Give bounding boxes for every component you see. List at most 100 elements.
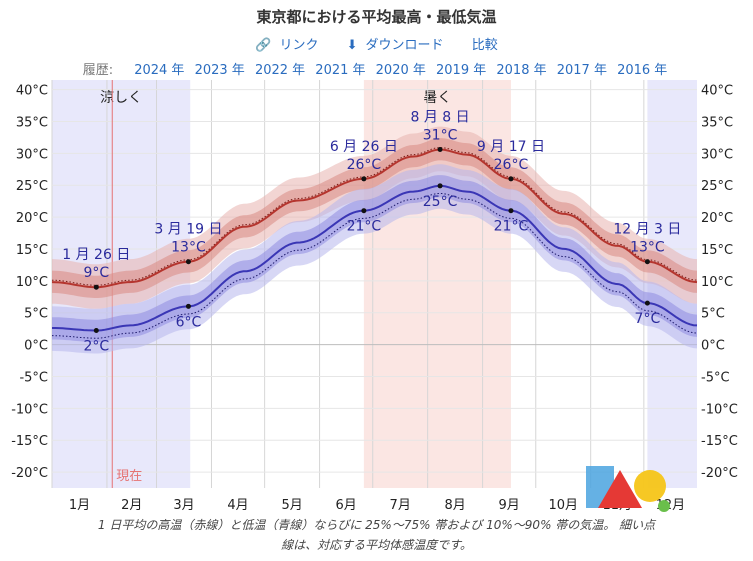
history-year-2018[interactable]: 2018 年 <box>496 63 547 78</box>
link-icon: 🔗 <box>255 38 272 53</box>
y-tick-label-right: 30°C <box>701 147 733 162</box>
y-tick-label-left: 0°C <box>24 339 48 354</box>
history-year-2024[interactable]: 2024 年 <box>134 63 185 78</box>
link-label: リンク <box>279 38 319 53</box>
month-label: 8月 <box>444 498 465 512</box>
data-point <box>93 284 99 290</box>
history-year-2017[interactable]: 2017 年 <box>556 63 607 78</box>
y-tick-label-right: -15°C <box>701 434 738 449</box>
temperature-chart[interactable]: 涼しく暑く1月2月3月4月5月6月7月8月9月10月11月12月40°C40°C… <box>0 80 753 512</box>
data-point <box>437 183 443 189</box>
data-label-date: 3 月 19 日 <box>154 222 222 238</box>
data-label-value: 13°C <box>630 240 665 256</box>
download-label: ダウンロード <box>365 38 444 53</box>
current-day-label: 現在 <box>116 469 142 484</box>
y-tick-label-right: 10°C <box>701 275 733 290</box>
data-label-date: 9 月 17 日 <box>477 139 545 155</box>
month-label: 1月 <box>69 498 90 512</box>
history-bar: 履歴: 2024 年 2023 年 2022 年 2021 年 2020 年 2… <box>0 59 753 78</box>
y-tick-label-left: -20°C <box>11 466 48 481</box>
data-point <box>508 208 514 214</box>
compare-button[interactable]: 比較 <box>471 38 498 53</box>
low-feels-like-line <box>51 193 698 339</box>
data-label-value: 31°C <box>423 127 458 143</box>
data-point <box>644 259 650 265</box>
history-label: 履歴: <box>82 63 114 78</box>
data-point <box>508 176 514 182</box>
y-tick-label-left: -10°C <box>11 402 48 417</box>
month-label: 3月 <box>173 498 194 512</box>
y-tick-label-left: -5°C <box>19 370 48 385</box>
y-tick-label-left: 30°C <box>16 147 48 162</box>
caption-line-2: 線は、対応する平均体感温度です。 <box>281 538 472 552</box>
data-label-value: 26°C <box>347 157 382 173</box>
y-tick-label-right: 5°C <box>701 307 725 322</box>
download-icon: ⬇ <box>346 38 358 53</box>
y-tick-label-right: 0°C <box>701 339 725 354</box>
history-year-2022[interactable]: 2022 年 <box>254 63 306 78</box>
history-year-2019[interactable]: 2019 年 <box>436 63 487 78</box>
history-year-2020[interactable]: 2020 年 <box>375 63 426 78</box>
season-label: 暑く <box>423 90 451 106</box>
history-year-2023[interactable]: 2023 年 <box>194 63 245 78</box>
page-title: 東京都における平均最高・最低気温 <box>256 8 497 26</box>
high-feels-like-line <box>51 147 698 286</box>
data-label-date: 8 月 8 日 <box>410 109 469 125</box>
y-tick-label-left: 40°C <box>16 84 48 99</box>
data-label-value: 2°C <box>83 339 109 355</box>
y-tick-label-left: 5°C <box>24 307 48 322</box>
caption-line-1: 1 日平均の高温（赤線）と低温（青線）ならびに 25%～75% 帯および 10%… <box>97 518 656 532</box>
data-point <box>644 300 650 306</box>
data-label-value: 9°C <box>83 265 109 281</box>
data-point <box>185 303 191 309</box>
y-tick-label-right: -5°C <box>701 370 730 385</box>
low-band-10-90 <box>52 164 697 354</box>
data-label-date: 1 月 26 日 <box>62 247 130 263</box>
data-point <box>93 328 99 334</box>
y-tick-label-left: 10°C <box>16 275 48 290</box>
data-point <box>361 176 367 182</box>
month-label: 9月 <box>499 498 520 512</box>
y-tick-label-left: 35°C <box>16 115 48 130</box>
history-year-2021[interactable]: 2021 年 <box>315 63 366 78</box>
data-point <box>437 146 443 152</box>
data-point <box>185 259 191 265</box>
weatherspark-logo <box>586 466 670 512</box>
data-label-date: 12 月 3 日 <box>613 222 681 238</box>
high-band-25-75 <box>52 138 697 298</box>
y-tick-label-right: 25°C <box>701 179 733 194</box>
data-label-date: 6 月 26 日 <box>330 139 398 155</box>
link-button[interactable]: 🔗 リンク <box>255 38 318 53</box>
season-label: 涼しく <box>100 90 142 106</box>
y-tick-label-right: -10°C <box>701 402 738 417</box>
month-label: 2月 <box>121 498 142 512</box>
y-tick-label-right: 15°C <box>701 243 733 258</box>
high-series-line <box>51 148 698 289</box>
data-label-value: 25°C <box>423 194 458 210</box>
download-button[interactable]: ⬇ ダウンロード <box>347 38 444 53</box>
y-tick-label-left: 25°C <box>16 179 48 194</box>
month-label: 4月 <box>227 498 248 512</box>
data-label-value: 21°C <box>494 219 529 235</box>
month-label: 5月 <box>281 498 302 512</box>
y-tick-label-right: 20°C <box>701 211 733 226</box>
data-label-value: 13°C <box>171 240 206 256</box>
high-band-10-90 <box>52 126 697 309</box>
history-year-2016[interactable]: 2016 年 <box>617 63 668 78</box>
data-point <box>361 208 367 214</box>
low-band-25-75 <box>52 175 697 342</box>
data-label-value: 7°C <box>635 311 661 327</box>
month-label: 6月 <box>336 498 357 512</box>
chart-caption: 1 日平均の高温（赤線）と低温（青線）ならびに 25%～75% 帯および 10%… <box>0 515 753 555</box>
data-label-value: 6°C <box>176 314 202 330</box>
y-tick-label-right: -20°C <box>701 466 738 481</box>
month-label: 7月 <box>390 498 411 512</box>
y-tick-label-right: 35°C <box>701 115 733 130</box>
link-bar: 🔗 リンク ⬇ ダウンロード 比較 <box>0 34 753 53</box>
y-tick-label-left: -15°C <box>11 434 48 449</box>
y-tick-label-left: 20°C <box>16 211 48 226</box>
data-label-value: 21°C <box>347 219 382 235</box>
data-label-value: 26°C <box>494 157 529 173</box>
y-tick-label-left: 15°C <box>16 243 48 258</box>
month-label: 10月 <box>548 498 578 512</box>
